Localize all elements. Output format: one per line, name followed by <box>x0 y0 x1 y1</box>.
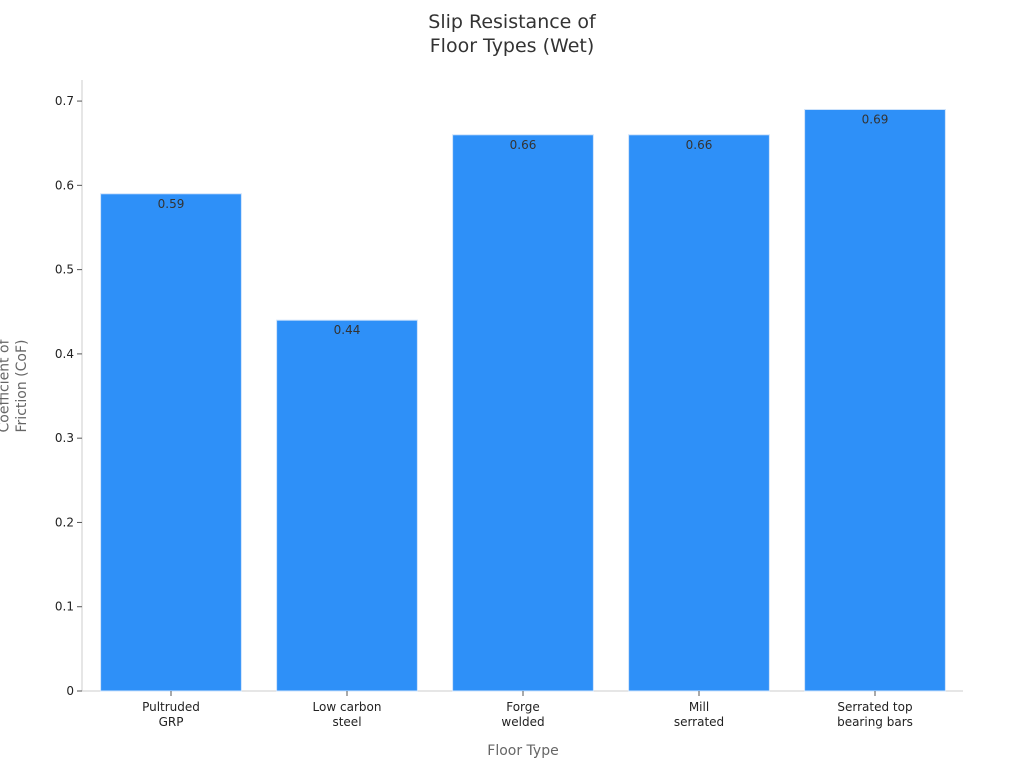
y-tick-label: 0.1 <box>55 600 74 614</box>
y-tick-label: 0.4 <box>55 347 74 361</box>
bar <box>276 319 418 692</box>
y-tick-label: 0.7 <box>55 94 74 108</box>
value-label: 0.69 <box>862 112 889 126</box>
x-tick-label: Forge welded <box>501 700 544 729</box>
bar <box>452 134 594 692</box>
y-tick-label: 0.2 <box>55 515 74 529</box>
chart-title: Slip Resistance of Floor Types (Wet) <box>428 11 597 57</box>
y-tick-label: 0.6 <box>55 178 74 192</box>
value-label: 0.66 <box>686 138 713 152</box>
y-tick-label: 0.3 <box>55 431 74 445</box>
x-tick-label: Pultruded GRP <box>142 700 200 729</box>
value-label: 0.66 <box>510 138 537 152</box>
bar <box>804 108 946 692</box>
y-tick-label: 0.5 <box>55 263 74 277</box>
x-tick-label: Low carbon steel <box>313 700 382 729</box>
x-tick-label: Serrated top bearing bars <box>837 700 913 729</box>
value-label: 0.59 <box>158 197 185 211</box>
y-tick-label: 0 <box>66 684 74 698</box>
bar <box>628 134 770 692</box>
x-axis-label: Floor Type <box>487 743 558 759</box>
value-label: 0.44 <box>334 323 361 337</box>
y-axis-label: Coefficient of Friction (CoF) <box>0 338 30 432</box>
x-tick-label: Mill serrated <box>674 700 724 729</box>
bar <box>100 193 242 692</box>
